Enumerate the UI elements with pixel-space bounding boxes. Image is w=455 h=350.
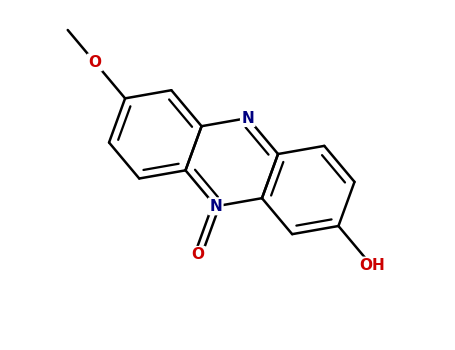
Text: O: O	[88, 55, 101, 70]
Text: N: N	[242, 111, 254, 126]
Text: N: N	[209, 199, 222, 214]
Text: OH: OH	[359, 258, 384, 273]
Text: O: O	[192, 247, 205, 262]
